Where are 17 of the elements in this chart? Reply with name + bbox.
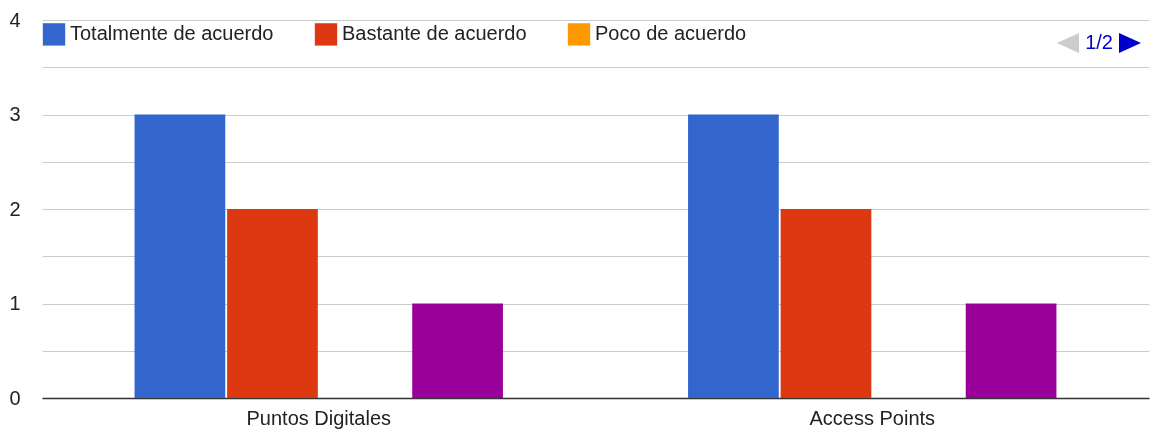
bar (780, 209, 872, 398)
bar (227, 209, 318, 398)
y-tick-label: 0 (9, 386, 21, 409)
legend-label: Totalmente de acuerdo (70, 22, 274, 45)
legend-label: Poco de acuerdo (595, 22, 747, 45)
annotation: 1/2 (1085, 31, 1113, 54)
x-tick-label: Puntos Digitales (246, 406, 392, 429)
x-tick-label: Access Points (809, 406, 936, 429)
bar (688, 114, 779, 398)
legend-label: Bastante de acuerdo (342, 22, 527, 45)
y-tick-label: 3 (9, 103, 21, 125)
bar (965, 303, 1057, 398)
y-tick-label: 4 (9, 8, 21, 31)
bar (412, 303, 503, 398)
y-tick-label: 1 (9, 292, 21, 314)
y-tick-label: 2 (9, 197, 21, 220)
bar (134, 114, 226, 398)
